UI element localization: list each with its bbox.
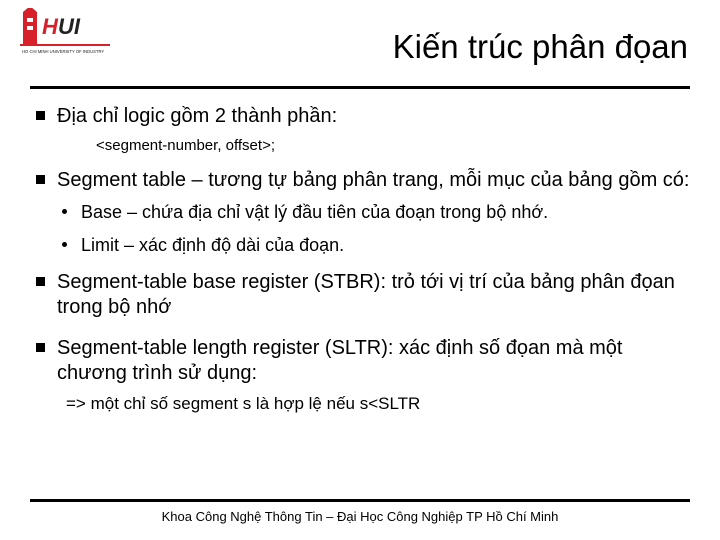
sub-bullet-text: Limit – xác định độ dài của đoạn. (81, 234, 344, 257)
footer-text: Khoa Công Nghệ Thông Tin – Đại Học Công … (0, 509, 720, 524)
svg-text:UI: UI (58, 14, 81, 39)
bullet-text: Segment table – tương tự bảng phân trang… (57, 168, 690, 193)
slide-title: Kiến trúc phân đọan (393, 28, 688, 66)
sub-note: => một chỉ số segment s là hợp lệ nếu s<… (66, 394, 690, 414)
footer-divider (30, 499, 690, 502)
svg-text:H: H (42, 14, 59, 39)
dot-bullet-icon (62, 209, 67, 214)
sub-bullet: Limit – xác định độ dài của đoạn. (62, 234, 690, 257)
bullet-1: Địa chỉ logic gồm 2 thành phần: <segment… (36, 104, 690, 154)
square-bullet-icon (36, 175, 45, 184)
square-bullet-icon (36, 277, 45, 286)
bullet-text: Segment-table length register (SLTR): xá… (57, 336, 690, 386)
content: Địa chỉ logic gồm 2 thành phần: <segment… (36, 104, 690, 420)
bullet-2: Segment table – tương tự bảng phân trang… (36, 168, 690, 258)
dot-bullet-icon (62, 242, 67, 247)
square-bullet-icon (36, 111, 45, 120)
logo: H UI HO CHI MINH UNIVERSITY OF INDUSTRY (18, 8, 128, 56)
svg-text:HO CHI MINH UNIVERSITY OF INDU: HO CHI MINH UNIVERSITY OF INDUSTRY (22, 49, 104, 54)
sub-bullet: Base – chứa địa chỉ vật lý đầu tiên của … (62, 201, 690, 224)
bullet-text: Segment-table base register (STBR): trỏ … (57, 270, 690, 320)
bullet-3: Segment-table base register (STBR): trỏ … (36, 270, 690, 320)
bullet-text: Địa chỉ logic gồm 2 thành phần: (57, 104, 337, 129)
sub-code: <segment-number, offset>; (96, 137, 690, 154)
square-bullet-icon (36, 343, 45, 352)
sub-bullet-text: Base – chứa địa chỉ vật lý đầu tiên của … (81, 201, 548, 224)
header-divider (30, 86, 690, 89)
bullet-4: Segment-table length register (SLTR): xá… (36, 336, 690, 414)
